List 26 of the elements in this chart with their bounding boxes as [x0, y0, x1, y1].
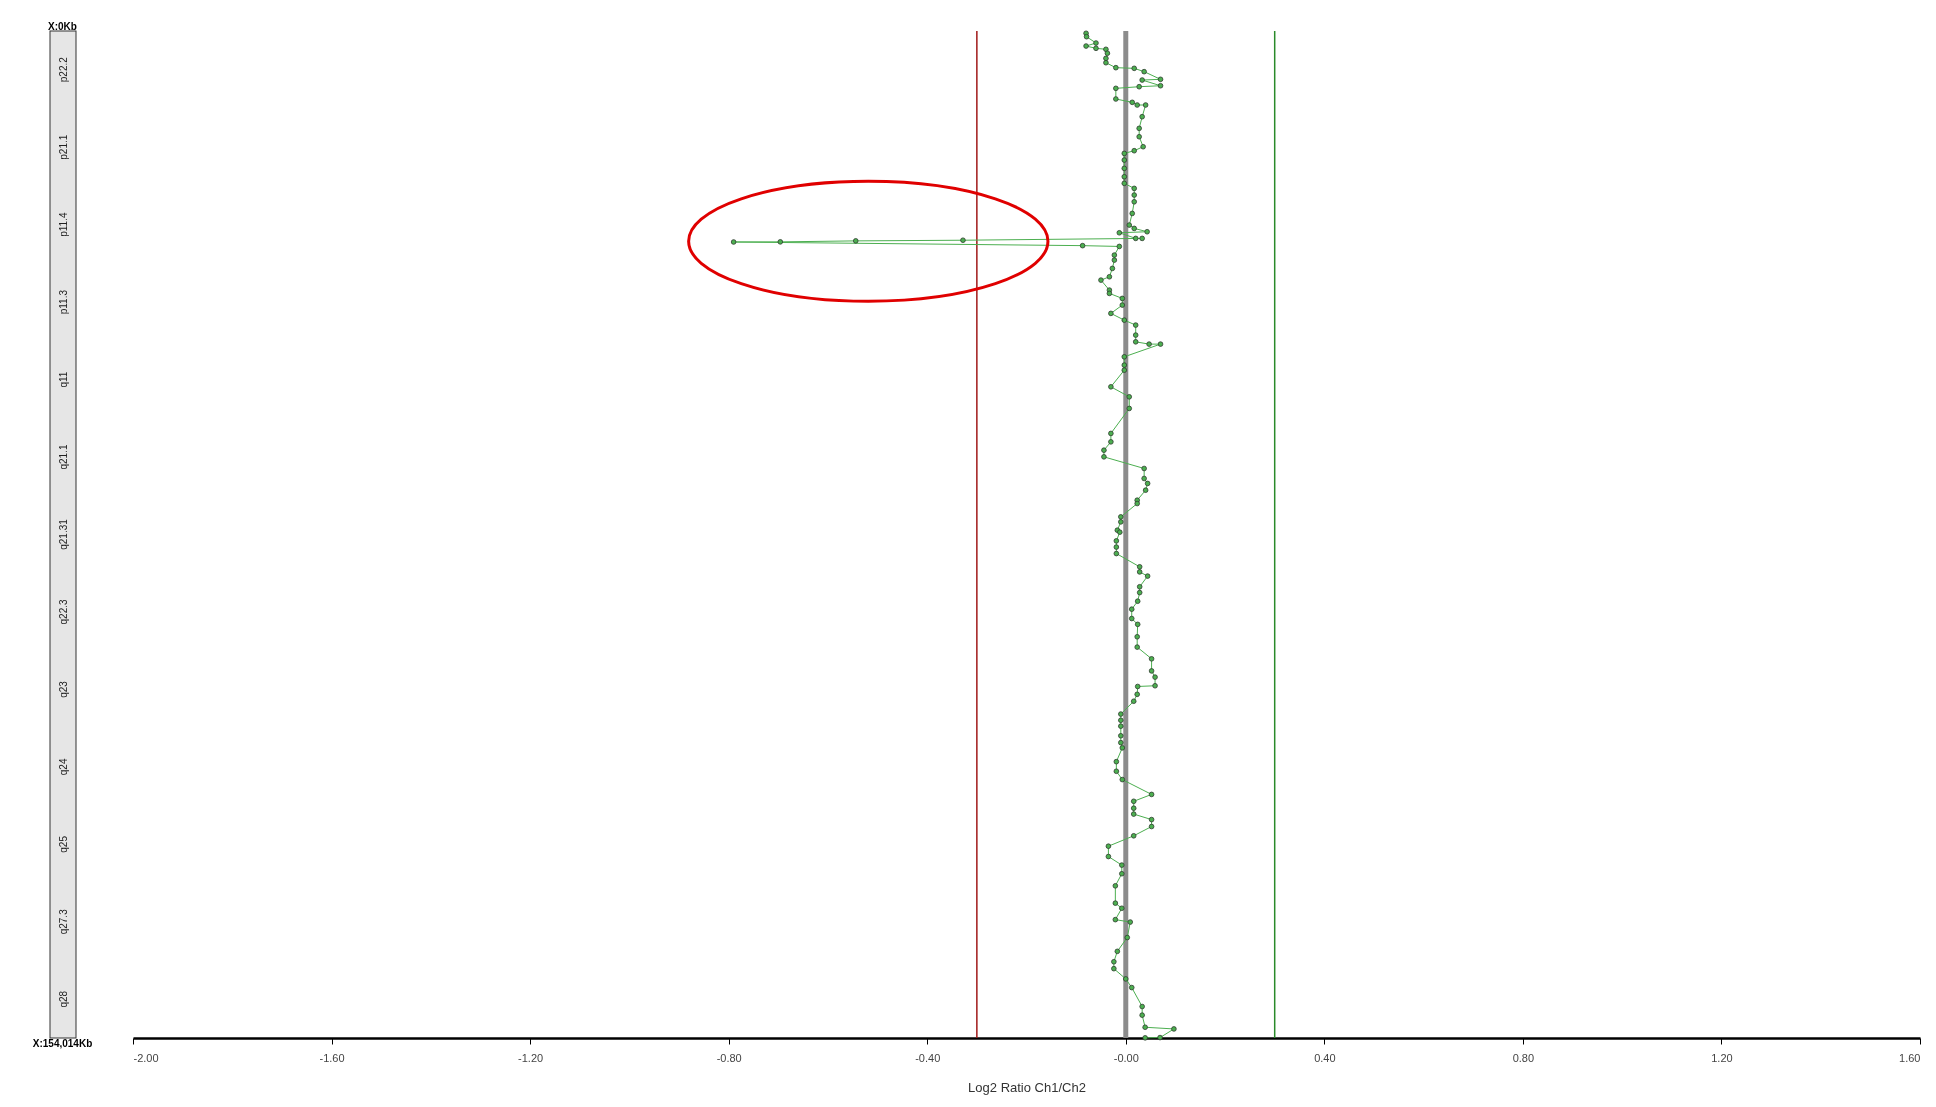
x-tick-label: -2.00 [133, 1051, 159, 1064]
text: p11.4 [58, 212, 69, 237]
x-tick-label: 1.60 [1899, 1051, 1921, 1064]
text: q22.3 [58, 599, 69, 625]
text: p22.2 [58, 56, 69, 83]
y-tick-label: X:154,014Kb [32, 1037, 93, 1049]
x-tick-label: 0.80 [1512, 1051, 1535, 1064]
text: q11 [58, 371, 69, 388]
text: q21.1 [58, 444, 69, 470]
y-tick-label: X:0Kb [48, 20, 77, 32]
x-tick-label: 0.40 [1314, 1051, 1336, 1064]
x-tick-label: -1.20 [518, 1051, 544, 1064]
text: p11.3 [58, 289, 69, 315]
x-tick-label: -0.00 [1113, 1051, 1139, 1064]
x-tick-label: -1.60 [319, 1051, 345, 1064]
text: q21.31 [58, 518, 69, 550]
text: q25 [58, 835, 69, 853]
x-tick-label: 1.20 [1711, 1051, 1733, 1064]
text: p21.1 [58, 134, 69, 160]
x-tick-label: -0.80 [716, 1051, 742, 1064]
text: q23 [58, 680, 69, 698]
x-axis-title: Log2 Ratio Ch1/Ch2 [968, 1079, 1086, 1095]
x-tick-label: -0.40 [915, 1051, 941, 1064]
text: q24 [58, 758, 69, 776]
text: q28 [58, 990, 69, 1008]
text: q27.3 [58, 908, 69, 935]
